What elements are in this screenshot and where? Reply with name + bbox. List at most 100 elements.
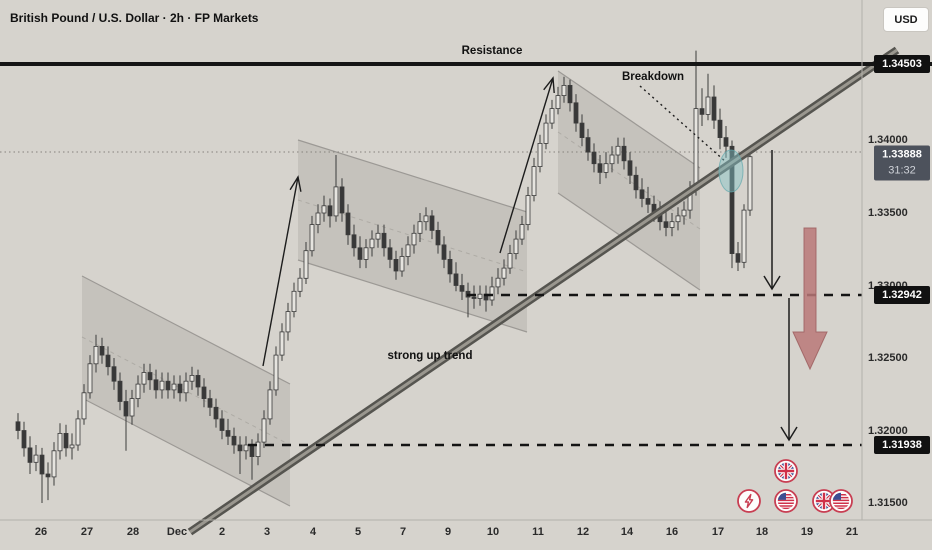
candle (147, 363, 153, 390)
candle (441, 236, 447, 269)
candle (537, 134, 543, 173)
candle (627, 152, 633, 184)
candle (21, 421, 27, 457)
candle (333, 155, 339, 222)
candle (567, 79, 573, 112)
candle (381, 224, 387, 257)
candle (345, 204, 351, 245)
candle (471, 285, 477, 309)
candle (309, 215, 315, 257)
candle (63, 424, 69, 457)
candle (339, 178, 345, 222)
candle (411, 224, 417, 254)
candle (243, 436, 249, 460)
candle (207, 389, 213, 416)
candle (231, 427, 237, 454)
sell-pressure-arrow[interactable] (792, 227, 828, 371)
time-tick-9: 9 (444, 526, 452, 538)
candle (165, 372, 171, 399)
candle (447, 250, 453, 283)
candle (747, 146, 753, 216)
candle (681, 201, 687, 225)
candle (267, 381, 273, 425)
time-tick-21: 21 (845, 526, 859, 538)
candle (159, 372, 165, 399)
candle (363, 239, 369, 269)
candle (477, 285, 483, 306)
candle (615, 137, 621, 164)
candle (675, 207, 681, 231)
time-tick-Dec: Dec (166, 526, 188, 538)
resistance-label: Resistance (462, 45, 523, 57)
candle (129, 389, 135, 425)
candle (273, 346, 279, 396)
candle (399, 247, 405, 277)
candle (507, 244, 513, 274)
candle (387, 239, 393, 269)
candle (489, 276, 495, 306)
candle (93, 334, 99, 373)
candles-layer[interactable] (15, 50, 753, 503)
symbol-title: British Pound / U.S. Dollar · 2h · FP Ma… (10, 11, 259, 25)
candle (135, 375, 141, 408)
candle (297, 268, 303, 298)
breakout-highlight-ellipse[interactable] (718, 149, 744, 193)
candle (303, 242, 309, 284)
candle (45, 462, 51, 501)
candle (435, 221, 441, 254)
candle (195, 369, 201, 396)
candle (123, 389, 129, 451)
event-markers-layer[interactable] (737, 459, 853, 513)
candle (417, 213, 423, 242)
time-tick-16: 16 (665, 526, 679, 538)
candle (645, 186, 651, 213)
price-label-current-price: 1.33888 31:32 (874, 145, 930, 181)
time-tick-7: 7 (399, 526, 407, 538)
gb-flag-icon[interactable] (774, 459, 798, 483)
candle (177, 375, 183, 402)
candle (75, 410, 81, 451)
trend-label: strong up trend (388, 350, 473, 362)
candle (501, 259, 507, 286)
time-tick-26: 26 (34, 526, 48, 538)
us-flag-icon[interactable] (829, 489, 853, 513)
candle (555, 86, 561, 115)
up-arrow-1[interactable] (262, 175, 302, 367)
us-flag-icon[interactable] (774, 489, 798, 513)
candle (255, 433, 261, 466)
candle (39, 447, 45, 503)
candle (495, 268, 501, 295)
candle (699, 88, 705, 126)
time-tick-27: 27 (80, 526, 94, 538)
candle (51, 442, 57, 486)
time-tick-3: 3 (263, 526, 271, 538)
candle (351, 224, 357, 257)
candle (591, 143, 597, 173)
channel-3[interactable] (557, 70, 701, 291)
candle (27, 436, 33, 474)
candle (69, 433, 75, 460)
candle (735, 242, 741, 271)
candle (561, 76, 567, 103)
candle (375, 224, 381, 248)
candle (189, 366, 195, 390)
candle (423, 207, 429, 231)
candle (705, 73, 711, 121)
candle (663, 210, 669, 237)
lightning-icon[interactable] (737, 489, 761, 513)
time-tick-18: 18 (755, 526, 769, 538)
currency-toggle-button[interactable]: USD (883, 7, 929, 32)
candle (513, 230, 519, 260)
candle (321, 195, 327, 222)
candle (99, 337, 105, 364)
uptrend-line[interactable] (187, 46, 900, 536)
candle (519, 215, 525, 245)
candle (291, 282, 297, 318)
candle (315, 204, 321, 234)
down-arrow-1[interactable] (763, 150, 781, 291)
candle (405, 236, 411, 266)
up-arrow-2[interactable] (499, 76, 555, 254)
down-arrow-2[interactable] (780, 298, 798, 442)
candle (171, 375, 177, 399)
